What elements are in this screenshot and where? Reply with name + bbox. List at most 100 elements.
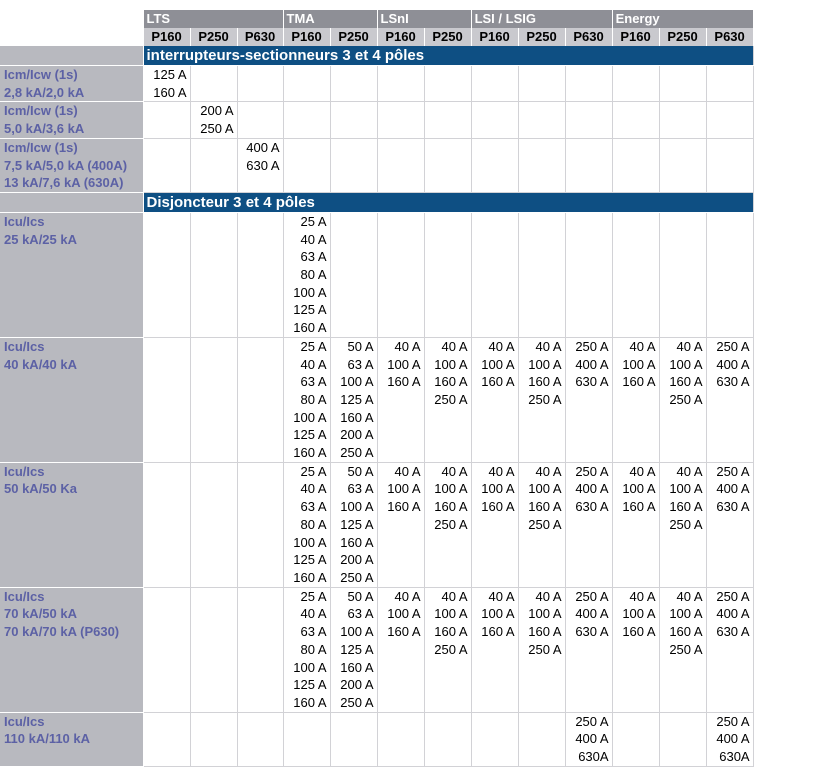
rating-value: 125 A <box>293 427 327 443</box>
rating-value: 100 A <box>528 606 562 622</box>
rating-value: 400 A <box>716 731 750 747</box>
rating-value: 250 A <box>528 391 562 407</box>
rating-value: 40 A <box>629 588 656 604</box>
rating-value: 160 A <box>669 374 703 390</box>
rating-value: 40 A <box>676 588 703 604</box>
rating-value: 25 A <box>300 463 327 479</box>
rating-value: 80 A <box>300 391 327 407</box>
rating-value: 40 A <box>394 588 421 604</box>
rating-cell <box>377 101 425 139</box>
rating-value: 160 A <box>434 624 468 640</box>
rating-cell: 250 A 400 A 630 A <box>706 337 754 463</box>
row-header: Icm/Icw (1s) 2,8 kA/2,0 kA <box>0 65 144 103</box>
rating-cell: 250 A 400 A 630 A <box>565 462 613 588</box>
table-row: Icm/Icw (1s) 7,5 kA/5,0 kA (400A) 13 kA/7,… <box>0 138 754 193</box>
rating-value: 160 A <box>622 499 656 515</box>
header-group-tma: TMA <box>283 10 378 28</box>
row-header-line: Icm/Icw (1s) <box>4 67 78 82</box>
rating-cell <box>190 712 238 767</box>
rating-cell: 40 A 100 A 160 A 250 A <box>518 337 566 463</box>
rating-cell <box>471 712 519 767</box>
rating-value: 160 A <box>622 374 656 390</box>
rating-value: 125 A <box>293 302 327 318</box>
rating-value: 400 A <box>716 481 750 497</box>
section-title: interrupteurs-sectionneurs 3 et 4 pôles <box>143 46 754 66</box>
rating-cell <box>330 138 378 193</box>
rating-value: 25 A <box>300 213 327 229</box>
rating-value: 630 A <box>246 157 280 173</box>
rating-cell: 400 A 630 A <box>237 138 284 193</box>
rating-cell: 40 A 100 A 160 A 250 A <box>518 587 566 713</box>
rating-value: 100 A <box>293 659 327 675</box>
rating-cell <box>518 212 566 338</box>
header-model-p160: P160 <box>612 28 660 46</box>
rating-cell <box>377 212 425 338</box>
row-header: Icu/Ics 70 kA/50 kA 70 kA/70 kA (P630) <box>0 587 144 713</box>
row-header: Icu/Ics 40 kA/40 kA <box>0 337 144 463</box>
rating-cell <box>565 212 613 338</box>
rating-cell <box>612 101 660 139</box>
rating-cell <box>237 587 284 713</box>
rating-cell <box>190 462 238 588</box>
header-model-p250: P250 <box>190 28 238 46</box>
header-model-p250: P250 <box>659 28 707 46</box>
rating-value: 250 A <box>716 588 750 604</box>
rating-value: 100 A <box>293 284 327 300</box>
row-header-line: 50 kA/50 Ka <box>4 481 77 497</box>
rating-cell <box>330 65 378 103</box>
rating-cell <box>237 462 284 588</box>
rating-value: 160 A <box>481 624 515 640</box>
row-header: Icm/Icw (1s) 7,5 kA/5,0 kA (400A) 13 kA/7,… <box>0 138 144 193</box>
header-group-lts: LTS <box>143 10 284 28</box>
rating-cell: 40 A 100 A 160 A 250 A <box>424 337 472 463</box>
rating-value: 250 A <box>575 463 609 479</box>
rating-value: 50 A <box>347 463 374 479</box>
rating-value: 50 A <box>347 588 374 604</box>
rating-cell <box>190 65 238 103</box>
row-header-line: Icu/Ics <box>4 713 45 729</box>
rating-value: 160 A <box>434 499 468 515</box>
rating-value: 630 A <box>575 624 609 640</box>
rating-value: 160 A <box>669 499 703 515</box>
table-row: Icu/Ics 25 kA/25 kA 25 A 40 A 63 A 80 A 100 A 1… <box>0 212 754 338</box>
section-header-row: interrupteurs-sectionneurs 3 et 4 pôles <box>0 46 754 66</box>
row-header: Icu/Ics 50 kA/50 Ka <box>0 462 144 588</box>
rating-value: 160 A <box>528 374 562 390</box>
header-model-p250: P250 <box>424 28 472 46</box>
rating-value: 200 A <box>340 552 374 568</box>
header-corner <box>0 10 144 28</box>
table-row: Icm/Icw (1s) 5,0 kA/3,6 kA 200 A 250 A <box>0 101 754 139</box>
rating-value: 250 A <box>669 516 703 532</box>
rating-cell <box>471 212 519 338</box>
rating-value: 160 A <box>434 374 468 390</box>
rating-value: 250 A <box>434 391 468 407</box>
row-header-line: 7,5 kA/5,0 kA (400A) <box>4 157 128 173</box>
rating-value: 100 A <box>669 356 703 372</box>
rating-value: 250 A <box>669 641 703 657</box>
header-model-p160: P160 <box>377 28 425 46</box>
rating-value: 250 A <box>575 713 609 729</box>
rating-cell: 25 A 40 A 63 A 80 A 100 A 125 A 160 A <box>283 337 331 463</box>
rating-value: 50 A <box>347 338 374 354</box>
rating-cell: 40 A 100 A 160 A <box>377 337 425 463</box>
table-row: Icu/Ics 110 kA/110 kA 250 A 400 A 630A 250 A 4… <box>0 712 754 767</box>
rating-value: 630 A <box>575 374 609 390</box>
rating-cell <box>471 65 519 103</box>
rating-value: 400 A <box>575 606 609 622</box>
rating-cell <box>471 101 519 139</box>
rating-cell <box>237 101 284 139</box>
rating-cell <box>237 712 284 767</box>
rating-value: 40 A <box>441 338 468 354</box>
rating-value: 100 A <box>340 624 374 640</box>
rating-cell: 40 A 100 A 160 A <box>471 337 519 463</box>
rating-value: 125 A <box>340 641 374 657</box>
row-header-line: 13 kA/7,6 kA (630A) <box>4 175 124 191</box>
row-header-line: Icu/Ics <box>4 463 45 479</box>
rating-cell <box>283 65 331 103</box>
rating-value: 100 A <box>387 606 421 622</box>
rating-value: 160 A <box>340 409 374 425</box>
rating-cell: 250 A 400 A 630A <box>706 712 754 767</box>
rating-cell: 50 A 63 A 100 A 125 A 160 A 200 A 250 A <box>330 462 378 588</box>
rating-value: 160 A <box>340 534 374 550</box>
rating-cell <box>190 587 238 713</box>
